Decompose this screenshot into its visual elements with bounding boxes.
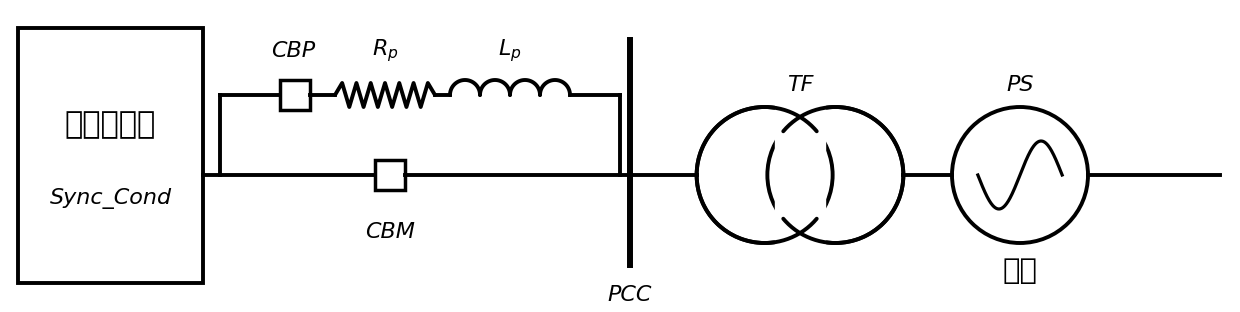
Text: 同步调相机: 同步调相机	[64, 110, 156, 139]
Text: TF: TF	[787, 75, 813, 95]
Bar	[775, 105, 825, 245]
Text: CBM: CBM	[365, 222, 415, 242]
Text: $R_p$: $R_p$	[372, 38, 398, 64]
Bar	[19, 28, 203, 283]
Text: Sync_Cond: Sync_Cond	[50, 188, 171, 209]
Text: PS: PS	[1006, 75, 1034, 95]
Text: $L_p$: $L_p$	[498, 38, 522, 64]
Text: PCC: PCC	[608, 285, 652, 305]
Text: 电网: 电网	[1002, 257, 1038, 285]
Text: CBP: CBP	[270, 41, 315, 61]
